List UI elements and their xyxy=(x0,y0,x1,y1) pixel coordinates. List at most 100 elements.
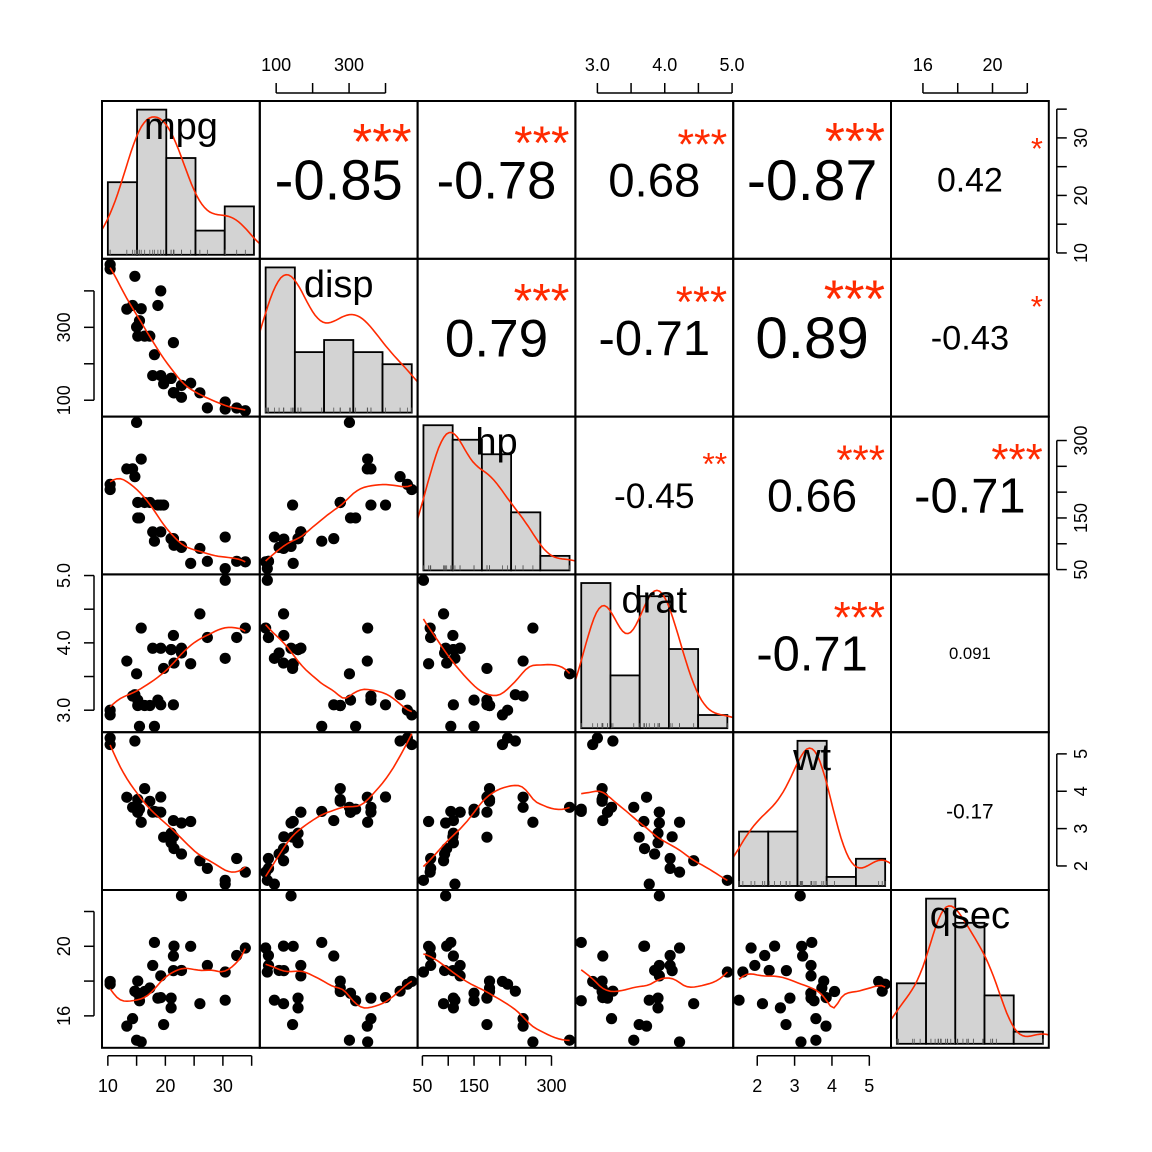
scatter-point xyxy=(769,940,781,952)
scatter-point xyxy=(278,533,290,545)
significance-stars: ** xyxy=(702,446,727,482)
smooth-line xyxy=(109,744,246,873)
panel-drat-drat: drat xyxy=(574,573,735,734)
scatter-point xyxy=(104,704,116,716)
scatter-point xyxy=(262,862,275,874)
scatter-point xyxy=(147,526,159,538)
panel-disp-drat: -0.71*** xyxy=(574,257,735,418)
tick-label: 100 xyxy=(54,385,74,415)
scatter-point xyxy=(483,783,496,795)
tick-label: 300 xyxy=(334,55,364,75)
scatter-point xyxy=(447,629,459,642)
scatter-point xyxy=(774,1002,787,1014)
scatter-point xyxy=(165,1002,177,1014)
density-curve xyxy=(416,431,576,562)
histogram-bar xyxy=(767,830,799,887)
scatter-point xyxy=(132,987,144,999)
scatter-point xyxy=(652,992,664,1004)
scatter-point xyxy=(344,987,357,999)
scatter-point xyxy=(158,1018,170,1031)
axis-right-hp: 50 150 300 xyxy=(1056,425,1091,580)
panel-drat-hp xyxy=(416,573,577,734)
histogram-bar xyxy=(136,108,168,256)
scatter-point xyxy=(362,453,374,465)
scatter-point xyxy=(633,831,645,843)
correlation-value: -0.43 xyxy=(931,320,1009,358)
panel-wt-wt: wt xyxy=(732,731,893,892)
tick-label: 4.0 xyxy=(652,55,677,75)
smooth-line xyxy=(109,267,246,411)
scatter-point xyxy=(185,377,197,389)
variable-label: hp xyxy=(475,422,517,464)
histogram-bar xyxy=(293,351,325,414)
scatter-point xyxy=(295,959,307,972)
panel-wt-hp xyxy=(416,731,577,892)
tick-label: 50 xyxy=(1071,560,1091,580)
scatter-point xyxy=(147,959,159,972)
tick-label: 150 xyxy=(459,1076,489,1096)
scatter-point xyxy=(454,806,466,818)
panel-disp-mpg xyxy=(101,257,261,418)
scatter-point xyxy=(365,992,377,1004)
panel-frame xyxy=(416,731,577,892)
scatter-point xyxy=(447,699,459,711)
histogram-bar xyxy=(638,595,670,730)
variable-label: disp xyxy=(304,264,374,306)
correlation-value: -0.71 xyxy=(756,627,867,681)
significance-stars: *** xyxy=(514,117,569,170)
scatter-point xyxy=(745,942,757,954)
variable-label: qsec xyxy=(930,895,1010,937)
smooth-line xyxy=(109,477,246,563)
smooth-line xyxy=(738,973,886,1009)
panel-mpg-wt: -0.87*** xyxy=(732,100,893,260)
scatter-point xyxy=(365,499,377,511)
scatter-point xyxy=(239,866,251,878)
scatter-point xyxy=(185,557,197,569)
scatter-point xyxy=(158,831,170,843)
scatter-point xyxy=(121,463,133,475)
scatter-point xyxy=(445,805,457,818)
scatter-point xyxy=(362,816,374,828)
scatter-point xyxy=(219,994,231,1006)
scatter-point xyxy=(820,992,832,1004)
scatter-point xyxy=(155,285,167,297)
tick-label: 5.0 xyxy=(54,563,74,588)
density-curve xyxy=(890,905,1049,1038)
tick-label: 150 xyxy=(1071,503,1091,533)
scatter-point xyxy=(509,689,521,701)
scatter-point xyxy=(155,791,167,803)
scatter-point xyxy=(261,574,273,586)
scatter-point xyxy=(155,526,167,538)
tick-label: 20 xyxy=(1071,185,1091,205)
scatter-point xyxy=(818,975,830,987)
scatter-point xyxy=(155,970,167,982)
scatter-point xyxy=(175,817,188,829)
scatter-point xyxy=(219,878,231,890)
scatter-point xyxy=(168,940,180,952)
histogram-bar xyxy=(925,897,957,1045)
panel-mpg-disp: -0.85*** xyxy=(258,100,419,260)
scatter-point xyxy=(591,732,604,744)
scatter-point xyxy=(147,369,159,382)
scatter-point xyxy=(796,940,808,952)
axis-top-disp: 100 300 xyxy=(261,55,387,94)
correlation-value: -0.45 xyxy=(614,476,695,516)
scatter-point xyxy=(231,631,243,644)
scatter-point xyxy=(437,998,450,1010)
scatter-point xyxy=(104,978,116,990)
tick-label: 3.0 xyxy=(54,698,74,723)
scatter-point xyxy=(361,1020,373,1032)
significance-stars: *** xyxy=(353,113,412,170)
tick-label: 5 xyxy=(864,1076,874,1096)
scatter-point xyxy=(135,303,147,315)
histogram-bar xyxy=(895,982,927,1045)
scatter-point xyxy=(673,942,686,954)
tick-label: 4 xyxy=(827,1076,837,1096)
scatter-point xyxy=(167,533,180,545)
correlation-value: 0.79 xyxy=(445,309,548,368)
histogram-bar xyxy=(106,181,138,256)
tick-label: 50 xyxy=(412,1076,432,1096)
scatter-point xyxy=(638,940,651,952)
scatter-point xyxy=(805,970,817,982)
scatter-point xyxy=(440,890,452,902)
